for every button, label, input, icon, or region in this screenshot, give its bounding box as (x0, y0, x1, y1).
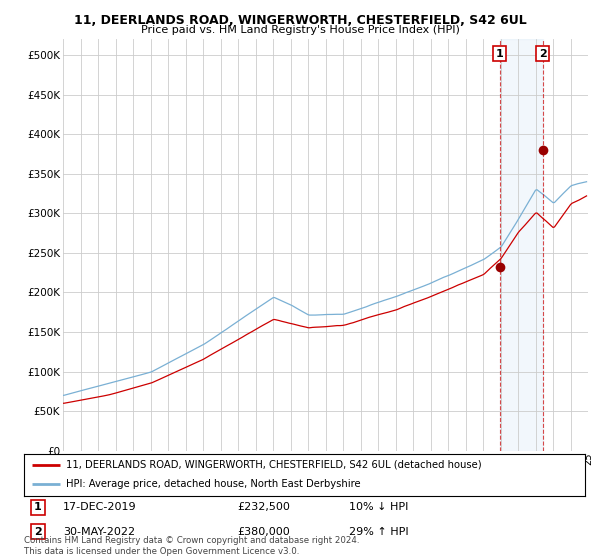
Text: 10% ↓ HPI: 10% ↓ HPI (349, 502, 409, 512)
Text: 17-DEC-2019: 17-DEC-2019 (63, 502, 137, 512)
Text: 2: 2 (539, 49, 547, 59)
Text: 29% ↑ HPI: 29% ↑ HPI (349, 527, 409, 536)
Text: 1: 1 (496, 49, 503, 59)
Text: 1: 1 (34, 502, 42, 512)
Text: Price paid vs. HM Land Registry's House Price Index (HPI): Price paid vs. HM Land Registry's House … (140, 25, 460, 35)
Text: 30-MAY-2022: 30-MAY-2022 (63, 527, 136, 536)
Text: 11, DEERLANDS ROAD, WINGERWORTH, CHESTERFIELD, S42 6UL (detached house): 11, DEERLANDS ROAD, WINGERWORTH, CHESTER… (66, 460, 482, 470)
Text: HPI: Average price, detached house, North East Derbyshire: HPI: Average price, detached house, Nort… (66, 479, 361, 489)
Text: 11, DEERLANDS ROAD, WINGERWORTH, CHESTERFIELD, S42 6UL: 11, DEERLANDS ROAD, WINGERWORTH, CHESTER… (74, 14, 526, 27)
Bar (500, 39, 542, 451)
Text: Contains HM Land Registry data © Crown copyright and database right 2024.
This d: Contains HM Land Registry data © Crown c… (24, 536, 359, 556)
Text: 2: 2 (34, 527, 42, 536)
Text: £380,000: £380,000 (237, 527, 290, 536)
Text: £232,500: £232,500 (237, 502, 290, 512)
